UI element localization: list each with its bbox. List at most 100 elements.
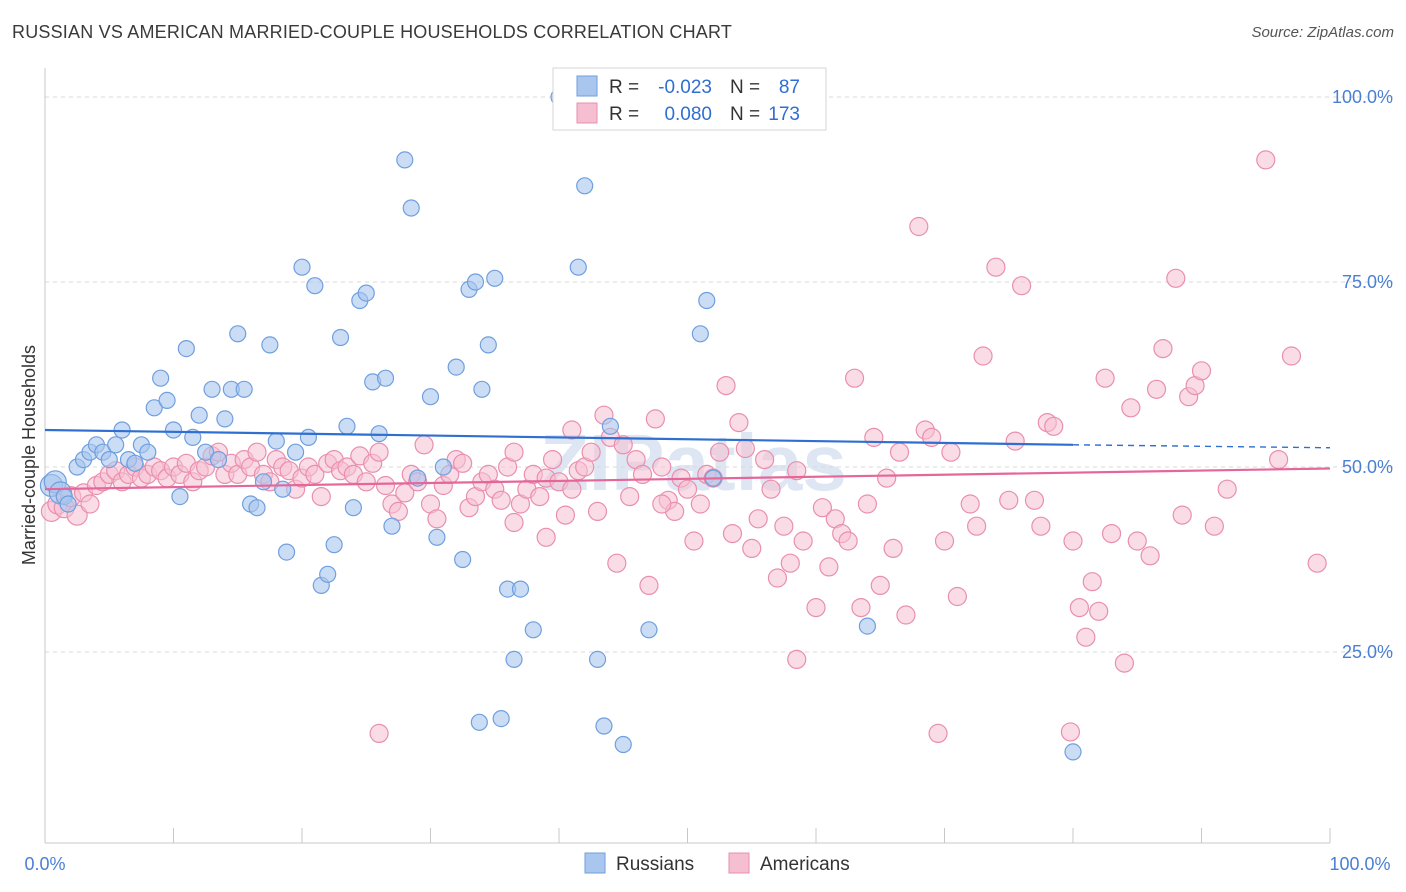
american-point: [1044, 416, 1064, 436]
y-tick-labels: 25.0% 50.0% 75.0% 100.0%: [1332, 87, 1393, 662]
american-point: [883, 538, 903, 559]
american-point: [986, 257, 1006, 277]
legend-n-label-1: N =: [730, 77, 760, 98]
american-point: [806, 597, 826, 618]
american-point: [844, 368, 865, 388]
american-point: [1082, 572, 1102, 592]
russian-point: [588, 650, 607, 669]
american-point: [787, 649, 807, 670]
russian-point: [216, 410, 234, 428]
legend-swatch-russians: [576, 75, 598, 97]
bottom-legend-russians: Russians: [616, 854, 694, 875]
american-point: [896, 605, 916, 625]
american-point: [1101, 523, 1122, 544]
russian-point: [184, 428, 202, 446]
russian-point: [428, 528, 446, 546]
american-point: [1307, 553, 1327, 573]
american-point: [767, 568, 788, 588]
american-point: [427, 509, 447, 529]
russian-point: [145, 399, 163, 417]
american-point: [710, 442, 730, 462]
russian-point: [229, 325, 247, 343]
russian-point: [152, 369, 170, 387]
russian-point: [100, 451, 118, 469]
russian-point: [267, 432, 285, 450]
american-point: [1063, 531, 1083, 551]
american-point: [934, 531, 955, 551]
trend-lines: [44, 428, 1331, 491]
russian-point: [59, 495, 77, 513]
american-point: [80, 494, 100, 514]
american-point: [838, 531, 858, 551]
russian-point: [171, 488, 189, 506]
x-ticks: [44, 828, 1331, 843]
russian-point: [177, 340, 195, 358]
american-point: [1146, 379, 1167, 399]
american-point: [793, 531, 813, 551]
russian-point: [325, 536, 343, 554]
russian-point: [126, 454, 144, 472]
russian-point: [402, 199, 420, 217]
russian-point: [158, 391, 176, 409]
russian-point: [299, 428, 318, 446]
legend-n-value-americans: 173: [768, 104, 800, 125]
russian-point: [576, 177, 594, 195]
american-point: [311, 487, 331, 507]
y-tick-label-25: 25.0%: [1342, 642, 1393, 662]
american-point: [375, 475, 396, 496]
russian-point: [454, 550, 472, 569]
american-point: [1121, 398, 1141, 418]
american-point: [889, 442, 910, 462]
russian-point: [261, 336, 279, 354]
russian-point: [209, 451, 228, 469]
russian-point: [858, 617, 877, 635]
american-point: [1076, 627, 1096, 647]
american-point: [774, 516, 794, 536]
y-axis-title: Married-couple Households: [19, 345, 39, 565]
american-point: [909, 216, 929, 237]
american-point: [1095, 368, 1115, 388]
american-point: [1031, 516, 1051, 536]
russian-point: [396, 151, 414, 169]
russian-point: [286, 443, 305, 461]
american-point: [973, 346, 993, 366]
russians-trend-extension: [1072, 444, 1331, 449]
american-point: [369, 723, 389, 744]
russian-point: [691, 325, 709, 343]
russian-point: [698, 291, 716, 310]
american-point: [536, 527, 556, 547]
russian-point: [277, 543, 296, 561]
american-point: [1153, 339, 1173, 359]
x-tick-label-max: 100.0%: [1329, 854, 1390, 874]
american-point: [1011, 276, 1032, 296]
american-point: [587, 501, 608, 521]
american-point: [967, 516, 987, 536]
american-point: [645, 409, 665, 429]
american-point: [729, 413, 749, 433]
american-point: [1172, 505, 1192, 525]
russian-point: [293, 258, 311, 276]
russian-point: [376, 369, 395, 387]
legend-r-value-russians: -0.023: [658, 77, 712, 98]
russian-point: [190, 406, 208, 424]
russian-point: [486, 269, 504, 287]
bottom-legend-swatch-russians: [584, 852, 606, 874]
russian-point: [466, 273, 485, 291]
russian-point: [357, 284, 375, 302]
american-point: [1268, 450, 1289, 470]
american-point: [613, 435, 633, 455]
american-point: [1256, 150, 1276, 170]
russian-point: [331, 328, 350, 347]
american-point: [677, 479, 698, 499]
americans-trend-line: [44, 467, 1331, 491]
american-point: [1191, 361, 1212, 381]
american-point: [414, 435, 434, 455]
american-point: [369, 442, 389, 462]
american-point: [1069, 597, 1090, 618]
american-point: [542, 450, 563, 470]
american-point: [1024, 490, 1045, 510]
american-point: [247, 442, 267, 462]
y-tick-label-50: 50.0%: [1342, 457, 1393, 477]
russian-point: [338, 417, 356, 435]
russian-point: [197, 443, 215, 461]
